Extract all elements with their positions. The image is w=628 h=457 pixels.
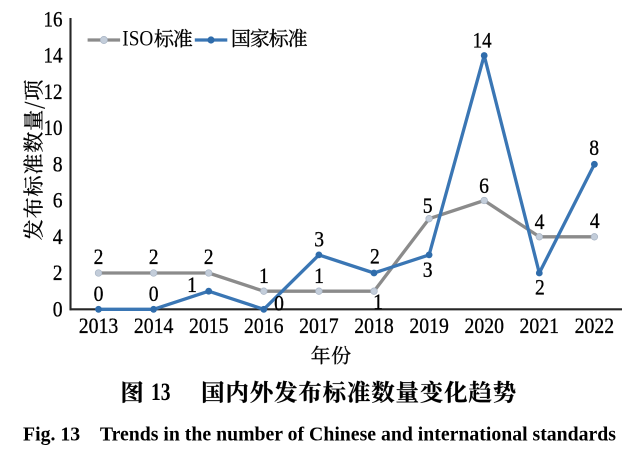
svg-text:13: 13 (151, 379, 171, 406)
svg-text:14: 14 (473, 27, 492, 52)
svg-text:4: 4 (53, 224, 63, 249)
svg-text:0: 0 (53, 296, 63, 321)
svg-text:0: 0 (274, 291, 284, 316)
svg-text:2: 2 (149, 244, 159, 269)
svg-text:2: 2 (370, 244, 380, 269)
svg-text:2021: 2021 (520, 313, 560, 338)
svg-text:Fig. 13 Trends in the numbe: Fig. 13 Trends in the number of Chinese … (23, 425, 616, 446)
svg-text:2: 2 (53, 260, 63, 285)
svg-text:0: 0 (149, 281, 159, 306)
svg-text:12: 12 (44, 79, 63, 104)
svg-text:2: 2 (535, 275, 545, 300)
svg-text:4: 4 (590, 208, 600, 233)
svg-text:2018: 2018 (354, 313, 394, 338)
svg-text:ISO: ISO (122, 25, 153, 50)
svg-text:16: 16 (44, 6, 63, 31)
svg-text:6: 6 (479, 173, 489, 198)
svg-text:10: 10 (44, 115, 63, 140)
svg-text:8: 8 (589, 135, 599, 160)
svg-text:2020: 2020 (464, 313, 504, 338)
svg-text:4: 4 (535, 209, 545, 234)
svg-text:2016: 2016 (244, 313, 284, 338)
svg-text:2017: 2017 (299, 313, 339, 338)
svg-text:2019: 2019 (409, 313, 449, 338)
svg-text:14: 14 (44, 43, 63, 68)
svg-text:0: 0 (94, 281, 104, 306)
svg-text:5: 5 (423, 193, 433, 218)
svg-text:2022: 2022 (575, 313, 615, 338)
svg-text:8: 8 (53, 151, 63, 176)
svg-text:2015: 2015 (189, 313, 229, 338)
svg-text:2: 2 (94, 244, 104, 269)
svg-text:1: 1 (187, 272, 197, 297)
svg-text:3: 3 (423, 257, 433, 282)
svg-text:2014: 2014 (134, 313, 174, 338)
svg-text:1: 1 (314, 263, 324, 288)
svg-text:2013: 2013 (79, 313, 119, 338)
svg-text:1: 1 (259, 263, 269, 288)
svg-text:2: 2 (204, 244, 214, 269)
svg-text:1: 1 (373, 289, 383, 314)
svg-text:3: 3 (314, 227, 324, 252)
svg-text:6: 6 (53, 188, 63, 213)
